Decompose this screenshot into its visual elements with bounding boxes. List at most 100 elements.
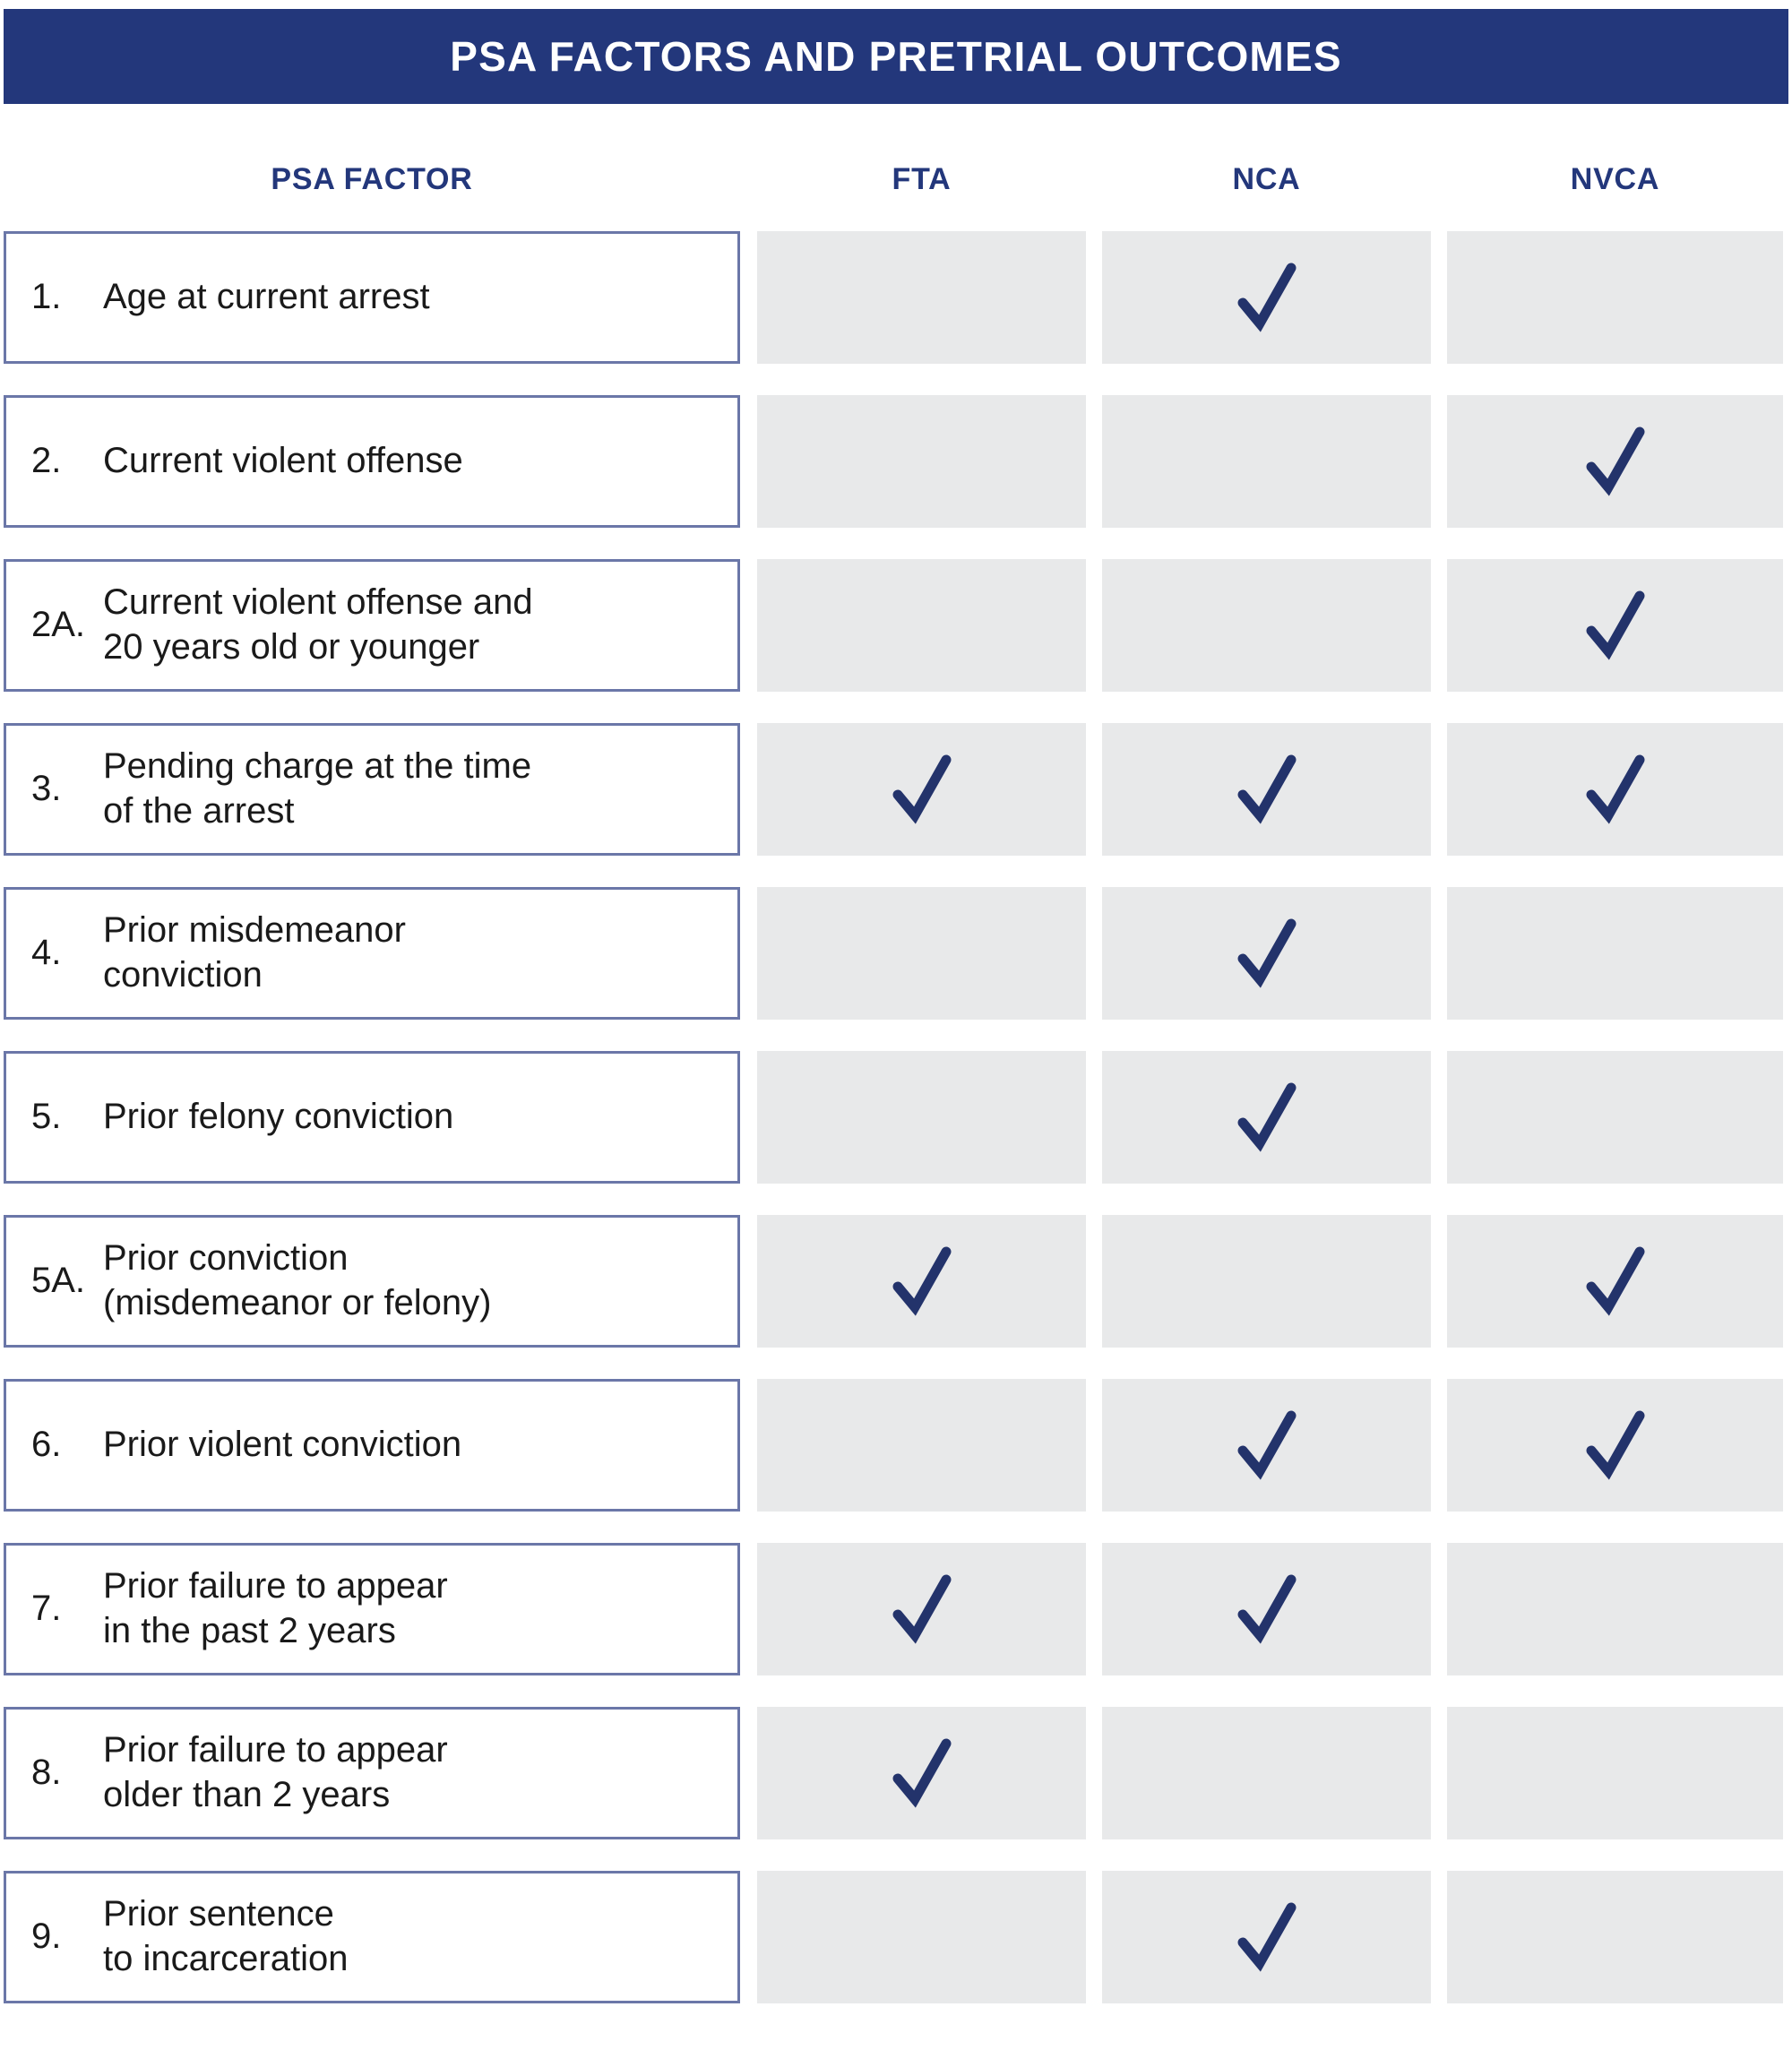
outcome-cell-fta (757, 1543, 1086, 1675)
factor-label: Prior failure to appear in the past 2 ye… (103, 1566, 448, 1650)
outcome-cell-nca (1102, 395, 1431, 528)
table-row: 2A. Current violent offense and 20 years … (0, 559, 1792, 723)
page-title: PSA FACTORS AND PRETRIAL OUTCOMES (450, 33, 1342, 80)
check-icon (1237, 263, 1296, 332)
column-header-nca: NCA (1232, 161, 1301, 196)
check-icon (1237, 1410, 1296, 1480)
outcome-cell-nvca (1447, 1543, 1783, 1675)
factor-number: 6. (31, 1425, 62, 1465)
table-row: 4. Prior misdemeanor conviction (0, 887, 1792, 1051)
factor-number: 5. (31, 1097, 62, 1137)
check-icon (892, 754, 951, 824)
outcome-cell-fta (757, 395, 1086, 528)
check-icon (892, 1738, 951, 1808)
check-icon (1586, 754, 1644, 824)
outcome-cell-nca (1102, 1379, 1431, 1512)
check-icon (1586, 590, 1644, 660)
outcome-cell-nvca (1447, 231, 1783, 364)
check-icon (1586, 1410, 1644, 1480)
factor-cell: 2A. Current violent offense and 20 years … (4, 559, 740, 692)
check-icon (1237, 918, 1296, 988)
factor-number: 1. (31, 277, 62, 317)
table-row: 7. Prior failure to appear in the past 2 … (0, 1543, 1792, 1707)
column-header-fta: FTA (892, 161, 952, 196)
outcome-cell-fta (757, 1215, 1086, 1348)
factor-label: Current violent offense (103, 441, 463, 481)
check-icon (1237, 1082, 1296, 1152)
outcome-cell-fta (757, 723, 1086, 856)
factor-cell: 9. Prior sentence to incarceration (4, 1871, 740, 2003)
factor-number: 8. (31, 1753, 62, 1793)
factor-label: Prior misdemeanor conviction (103, 910, 406, 995)
factor-label: Age at current arrest (103, 277, 430, 317)
factor-number: 3. (31, 769, 62, 809)
factor-label: Prior failure to appear older than 2 yea… (103, 1730, 448, 1814)
factor-number: 7. (31, 1589, 62, 1629)
check-icon (1237, 754, 1296, 824)
outcome-cell-nca (1102, 1871, 1431, 2003)
factor-cell: 4. Prior misdemeanor conviction (4, 887, 740, 1020)
check-icon (1586, 1246, 1644, 1316)
table-row: 9. Prior sentence to incarceration (0, 1871, 1792, 2035)
outcome-cell-fta (757, 1051, 1086, 1184)
outcome-cell-nvca (1447, 1379, 1783, 1512)
factor-number: 4. (31, 933, 62, 973)
factor-label: Pending charge at the time of the arrest (103, 746, 532, 831)
outcome-cell-nca (1102, 1215, 1431, 1348)
table-row: 5A. Prior conviction (misdemeanor or felo… (0, 1215, 1792, 1379)
table-row: 6. Prior violent conviction (0, 1379, 1792, 1543)
outcome-cell-fta (757, 887, 1086, 1020)
outcome-cell-nvca (1447, 723, 1783, 856)
factor-cell: 5. Prior felony conviction (4, 1051, 740, 1184)
outcome-cell-fta (757, 559, 1086, 692)
factor-label: Prior violent conviction (103, 1425, 462, 1465)
outcome-cell-nca (1102, 887, 1431, 1020)
factor-label: Current violent offense and 20 years old… (103, 582, 533, 667)
column-header-nvca: NVCA (1570, 161, 1660, 196)
outcome-cell-nvca (1447, 1871, 1783, 2003)
outcome-cell-fta (757, 1707, 1086, 1839)
outcome-cell-nca (1102, 231, 1431, 364)
factor-cell: 7. Prior failure to appear in the past 2 … (4, 1543, 740, 1675)
outcome-cell-nca (1102, 1543, 1431, 1675)
factor-cell: 6. Prior violent conviction (4, 1379, 740, 1512)
factor-label: Prior sentence to incarceration (103, 1894, 349, 1978)
check-icon (892, 1574, 951, 1644)
outcome-cell-nvca (1447, 1051, 1783, 1184)
outcome-cell-nca (1102, 1707, 1431, 1839)
outcome-cell-nvca (1447, 887, 1783, 1020)
factor-number: 2. (31, 441, 62, 481)
factor-cell: 3. Pending charge at the time of the arre… (4, 723, 740, 856)
factor-cell: 1. Age at current arrest (4, 231, 740, 364)
table-row: 3. Pending charge at the time of the arre… (0, 723, 1792, 887)
factor-cell: 5A. Prior conviction (misdemeanor or felo… (4, 1215, 740, 1348)
factor-cell: 8. Prior failure to appear older than 2 y… (4, 1707, 740, 1839)
table-body: 1. Age at current arrest 2. Current violent… (0, 231, 1792, 2035)
table-row: 2. Current violent offense (0, 395, 1792, 559)
check-icon (1237, 1902, 1296, 1972)
outcome-cell-nca (1102, 1051, 1431, 1184)
check-icon (1237, 1574, 1296, 1644)
column-header-psa-factor: PSA FACTOR (271, 161, 473, 196)
title-banner: PSA FACTORS AND PRETRIAL OUTCOMES (4, 9, 1788, 104)
factor-number: 5A. (31, 1261, 86, 1301)
outcome-cell-nvca (1447, 559, 1783, 692)
table-row: 8. Prior failure to appear older than 2 y… (0, 1707, 1792, 1871)
table-row: 1. Age at current arrest (0, 231, 1792, 395)
outcome-cell-fta (757, 1871, 1086, 2003)
factor-number: 9. (31, 1916, 62, 1957)
outcome-cell-fta (757, 1379, 1086, 1512)
factor-cell: 2. Current violent offense (4, 395, 740, 528)
check-icon (892, 1246, 951, 1316)
outcome-cell-nvca (1447, 1707, 1783, 1839)
factor-label: Prior conviction (misdemeanor or felony) (103, 1238, 492, 1322)
outcome-cell-nvca (1447, 395, 1783, 528)
check-icon (1586, 426, 1644, 496)
outcome-cell-nca (1102, 559, 1431, 692)
outcome-cell-nca (1102, 723, 1431, 856)
factor-label: Prior felony conviction (103, 1097, 454, 1137)
outcome-cell-fta (757, 231, 1086, 364)
column-header-row: PSA FACTOR FTA NCA NVCA (0, 143, 1792, 215)
table-row: 5. Prior felony conviction (0, 1051, 1792, 1215)
